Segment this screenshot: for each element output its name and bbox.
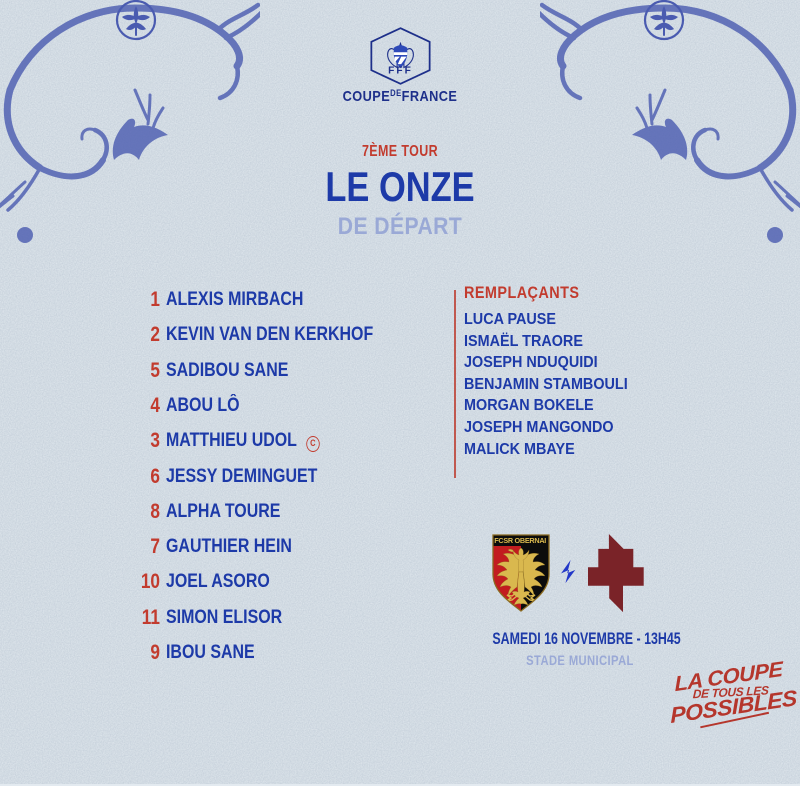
svg-text:FCSR OBERNAI: FCSR OBERNAI	[494, 536, 546, 545]
svg-text:FFF: FFF	[388, 66, 413, 77]
